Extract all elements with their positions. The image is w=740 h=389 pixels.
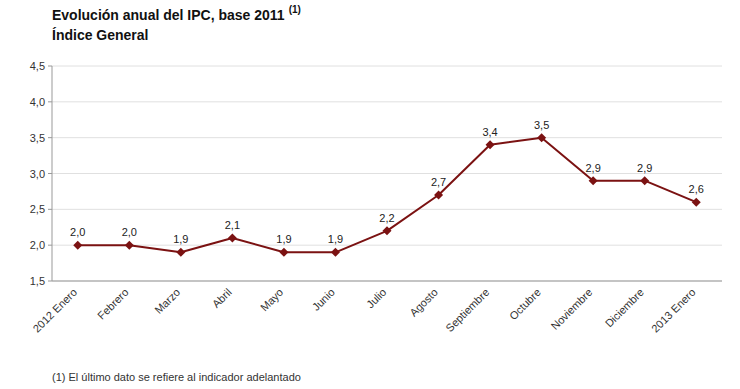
y-axis-line bbox=[52, 66, 53, 281]
y-tick bbox=[48, 101, 52, 102]
grid-line bbox=[52, 137, 722, 138]
data-label: 2,0 bbox=[70, 226, 85, 238]
marker bbox=[176, 248, 185, 257]
series bbox=[73, 133, 700, 257]
y-tick bbox=[48, 209, 52, 210]
y-tick-label: 4,0 bbox=[30, 96, 45, 108]
data-label: 2,1 bbox=[225, 219, 240, 231]
marker bbox=[228, 234, 237, 243]
y-tick-label: 2,5 bbox=[30, 203, 45, 215]
marker bbox=[73, 241, 82, 250]
footnote: (1) El último dato se refiere al indicad… bbox=[52, 371, 301, 383]
x-tick-label: Abril bbox=[210, 286, 234, 310]
x-tick-label: Julio bbox=[364, 286, 388, 310]
x-tick-label: Junio bbox=[310, 286, 337, 313]
y-tick-label: 3,5 bbox=[30, 132, 45, 144]
y-tick bbox=[48, 66, 52, 67]
x-tick-label: 2012 Enero bbox=[30, 286, 79, 335]
x-tick-label: 2013 Enero bbox=[649, 286, 698, 335]
data-label: 2,9 bbox=[586, 162, 601, 174]
marker bbox=[640, 176, 649, 185]
y-tick bbox=[48, 245, 52, 246]
grid-line bbox=[52, 173, 722, 174]
data-labels: 2,0 2,0 1,9 2,1 1,9 1,9 2,2 2,7 3,4 3,5 2,9 2,9 2,6 bbox=[70, 119, 704, 246]
marker bbox=[486, 140, 495, 149]
y-tick-label: 1,5 bbox=[30, 275, 45, 287]
grid-line bbox=[52, 209, 722, 210]
subtitle: Índice General bbox=[52, 27, 148, 43]
grid-line bbox=[52, 281, 722, 282]
marker bbox=[125, 241, 134, 250]
chart: Evolución anual del IPC, base 2011 (1) Índ… bbox=[0, 0, 740, 389]
data-label: 3,4 bbox=[482, 126, 497, 138]
line bbox=[78, 138, 696, 253]
x-tick-label: Septiembre bbox=[443, 286, 491, 334]
marker bbox=[434, 191, 443, 200]
x-tick-label: Febrero bbox=[95, 286, 131, 322]
data-label: 2,0 bbox=[122, 226, 137, 238]
title-superscript: (1) bbox=[289, 4, 301, 15]
y-tick bbox=[48, 137, 52, 138]
grid-line bbox=[52, 66, 722, 67]
y-tick-label: 2,0 bbox=[30, 239, 45, 251]
marker bbox=[692, 198, 701, 207]
x-tick-label: Octubre bbox=[507, 286, 543, 322]
grid-line bbox=[52, 101, 722, 102]
y-tick bbox=[48, 173, 52, 174]
grid-line bbox=[52, 245, 722, 246]
marker bbox=[383, 226, 392, 235]
x-tick-label: Mayo bbox=[258, 286, 286, 314]
marker bbox=[331, 248, 340, 257]
data-label: 1,9 bbox=[328, 233, 343, 245]
data-label: 3,5 bbox=[534, 119, 549, 131]
x-axis: 2012 Enero Febrero Marzo Abril Mayo Junio Juli… bbox=[30, 286, 697, 335]
y-axis: 1,5 2,0 2,5 3,0 3,5 4,0 4,5 bbox=[30, 60, 52, 287]
x-tick-label: Agosto bbox=[407, 286, 440, 319]
marker bbox=[537, 133, 546, 142]
x-tick-label: Marzo bbox=[152, 286, 182, 316]
data-label: 2,6 bbox=[689, 183, 704, 195]
x-axis-line bbox=[52, 281, 722, 282]
data-label: 2,2 bbox=[379, 212, 394, 224]
title: Evolución anual del IPC, base 2011 bbox=[52, 7, 285, 23]
marker bbox=[279, 248, 288, 257]
data-label: 1,9 bbox=[276, 233, 291, 245]
x-tick-label: Noviembre bbox=[548, 286, 594, 332]
data-label: 1,9 bbox=[173, 233, 188, 245]
y-tick-label: 4,5 bbox=[30, 60, 45, 72]
y-tick bbox=[48, 281, 52, 282]
marker bbox=[589, 176, 598, 185]
y-tick-label: 3,0 bbox=[30, 168, 45, 180]
y-grid bbox=[52, 66, 722, 281]
x-tick-label: Diciembre bbox=[603, 286, 646, 329]
data-label: 2,7 bbox=[431, 176, 446, 188]
data-label: 2,9 bbox=[637, 162, 652, 174]
